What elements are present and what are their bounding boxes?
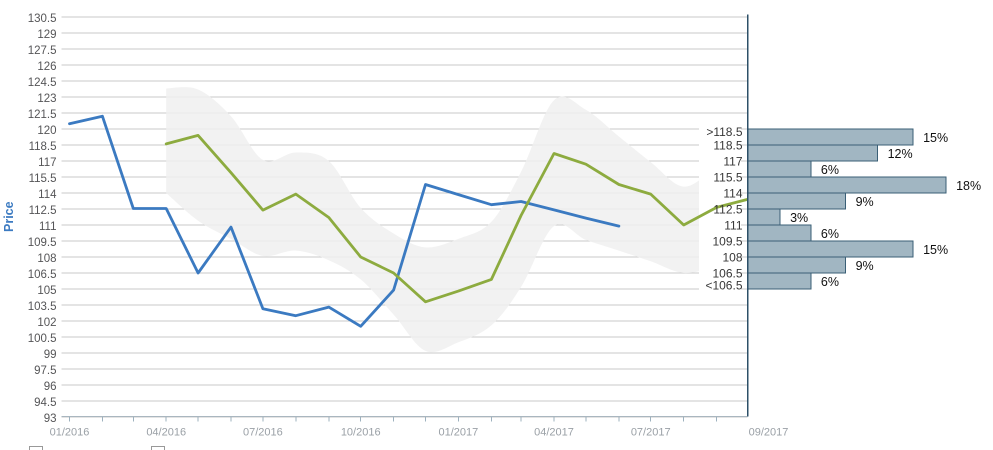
svg-text:100.5: 100.5 xyxy=(28,333,57,345)
svg-text:97.5: 97.5 xyxy=(34,365,56,377)
svg-text:108: 108 xyxy=(722,251,742,265)
svg-text:15%: 15% xyxy=(923,131,948,145)
svg-text:01/2017: 01/2017 xyxy=(439,427,479,439)
svg-text:99: 99 xyxy=(44,349,57,361)
svg-text:93: 93 xyxy=(44,413,57,425)
svg-text:106.5: 106.5 xyxy=(712,267,742,281)
svg-text:102: 102 xyxy=(37,317,56,329)
svg-text:114: 114 xyxy=(723,187,742,201)
svg-text:112.5: 112.5 xyxy=(29,205,57,217)
svg-text:96: 96 xyxy=(44,381,57,393)
svg-text:123: 123 xyxy=(37,93,56,105)
svg-text:129: 129 xyxy=(37,29,56,41)
svg-text:6%: 6% xyxy=(821,227,839,241)
svg-text:Price: Price xyxy=(2,201,16,232)
svg-text:15%: 15% xyxy=(923,243,948,257)
svg-text:105: 105 xyxy=(37,285,56,297)
svg-text:09/2017: 09/2017 xyxy=(749,427,789,439)
svg-text:<106.5: <106.5 xyxy=(705,279,742,293)
svg-text:114: 114 xyxy=(38,189,57,201)
svg-text:>118.5: >118.5 xyxy=(706,125,742,139)
svg-text:6%: 6% xyxy=(821,275,839,289)
svg-text:111: 111 xyxy=(724,219,743,233)
svg-text:01/2016: 01/2016 xyxy=(50,427,90,439)
svg-text:04/2017: 04/2017 xyxy=(534,427,574,439)
svg-text:115.5: 115.5 xyxy=(29,173,57,185)
svg-text:112.5: 112.5 xyxy=(713,203,742,217)
svg-text:109.5: 109.5 xyxy=(28,237,57,249)
svg-text:121.5: 121.5 xyxy=(28,109,57,121)
svg-text:04/2016: 04/2016 xyxy=(146,427,186,439)
svg-text:118.5: 118.5 xyxy=(29,141,57,153)
svg-text:124.5: 124.5 xyxy=(28,77,57,89)
svg-text:07/2017: 07/2017 xyxy=(631,427,671,439)
svg-text:94.5: 94.5 xyxy=(34,397,56,409)
svg-text:126: 126 xyxy=(37,61,56,73)
svg-text:130.5: 130.5 xyxy=(28,13,57,25)
svg-text:07/2016: 07/2016 xyxy=(243,427,283,439)
svg-text:106.5: 106.5 xyxy=(28,269,57,281)
svg-text:9%: 9% xyxy=(856,259,874,273)
svg-text:6%: 6% xyxy=(821,163,839,177)
svg-text:118.5: 118.5 xyxy=(713,139,742,153)
svg-text:109.5: 109.5 xyxy=(712,235,742,249)
svg-text:117: 117 xyxy=(723,155,742,169)
svg-text:127.5: 127.5 xyxy=(28,45,57,57)
svg-text:12%: 12% xyxy=(888,147,913,161)
svg-text:108: 108 xyxy=(37,253,56,265)
svg-text:120: 120 xyxy=(37,125,56,137)
svg-text:115.5: 115.5 xyxy=(713,171,742,185)
svg-text:117: 117 xyxy=(38,157,56,169)
svg-text:9%: 9% xyxy=(856,195,874,209)
svg-text:111: 111 xyxy=(39,221,56,233)
svg-text:3%: 3% xyxy=(790,211,808,225)
svg-text:10/2016: 10/2016 xyxy=(341,427,381,439)
svg-text:18%: 18% xyxy=(956,179,981,193)
svg-text:103.5: 103.5 xyxy=(28,301,57,313)
